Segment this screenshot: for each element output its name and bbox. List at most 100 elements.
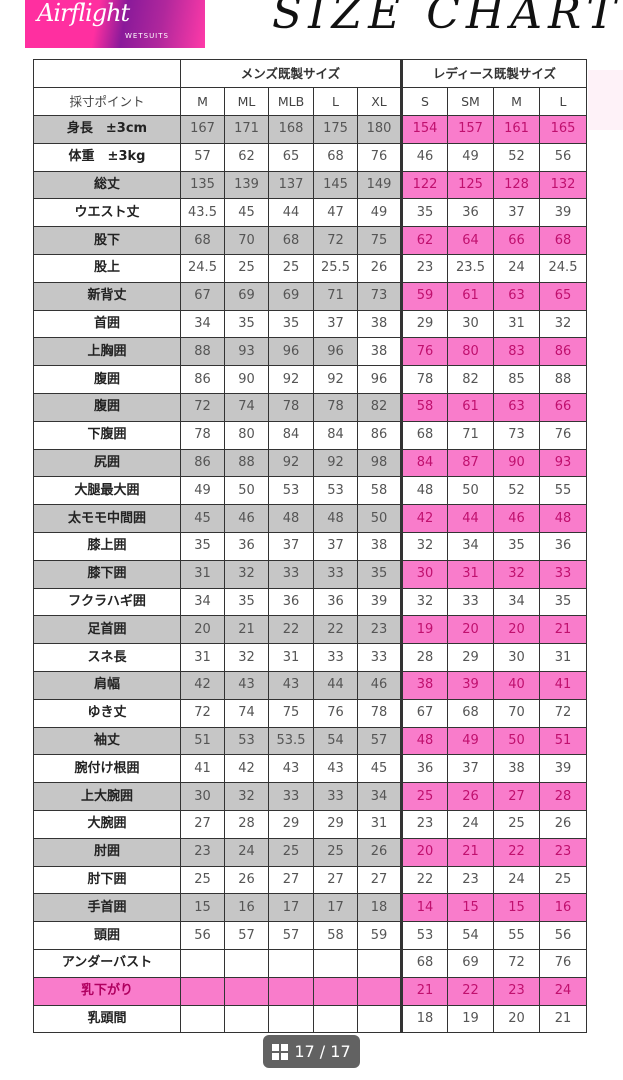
mens-value-cell: 84 (268, 420, 314, 450)
table-row: 身長 ±3cm 167 171 168 175 180 154 157 161 165 (33, 115, 587, 144)
mens-value-cell: 84 (313, 420, 358, 450)
ladies-value-cell: 87 (447, 448, 494, 478)
mens-value-cell: 78 (313, 392, 358, 422)
mens-value-cell: 74 (224, 698, 269, 728)
row-label: 袖丈 (33, 726, 181, 756)
ladies-value-cell: 41 (539, 670, 587, 700)
mens-value-cell: 53 (268, 476, 314, 506)
mens-value-cell: 57 (268, 921, 314, 950)
ladies-value-cell: 39 (539, 754, 587, 784)
ladies-value-cell: 28 (400, 643, 448, 672)
mens-size-header: MLB (268, 87, 314, 116)
ladies-value-cell: 59 (400, 281, 448, 311)
row-label: 大腿最大囲 (33, 476, 181, 506)
mens-value-cell: 22 (268, 615, 314, 645)
ladies-value-cell: 37 (493, 198, 540, 228)
ladies-value-cell: 23 (447, 865, 494, 895)
mens-size-header: ML (224, 87, 269, 116)
ladies-value-cell: 48 (400, 476, 448, 506)
mens-value-cell: 37 (268, 531, 314, 561)
mens-value-cell: 53.5 (268, 726, 314, 756)
mens-value-cell: 65 (268, 142, 314, 172)
ladies-value-cell: 82 (447, 365, 494, 394)
mens-value-cell: 62 (224, 142, 269, 172)
row-label: 腹囲 (33, 365, 181, 394)
mens-value-cell: 68 (268, 226, 314, 255)
ladies-value-cell: 125 (447, 170, 494, 200)
mens-value-cell: 168 (268, 115, 314, 144)
row-label: 上胸囲 (33, 337, 181, 367)
ladies-value-cell: 31 (539, 643, 587, 672)
mens-value-cell: 35 (224, 309, 269, 339)
mens-value-cell: 54 (313, 726, 358, 756)
row-label: 膝上囲 (33, 531, 181, 561)
mens-value-cell: 25 (268, 837, 314, 867)
ladies-value-cell: 51 (539, 726, 587, 756)
ladies-value-cell: 49 (447, 142, 494, 172)
mens-value-cell: 17 (268, 893, 314, 923)
row-label: 膝下囲 (33, 559, 181, 589)
mens-value-cell: 139 (224, 170, 269, 200)
ladies-value-cell: 29 (447, 643, 494, 672)
ladies-value-cell: 128 (493, 170, 540, 200)
ladies-value-cell: 44 (447, 504, 494, 533)
mens-value-cell: 70 (224, 226, 269, 255)
mens-value-cell (268, 976, 314, 1006)
ladies-value-cell: 46 (400, 142, 448, 172)
mens-value-cell: 32 (224, 643, 269, 672)
ladies-value-cell: 30 (400, 559, 448, 589)
mens-size-header: M (180, 87, 225, 116)
ladies-size-header: S (400, 87, 448, 116)
mens-value-cell: 72 (313, 226, 358, 255)
mens-value-cell: 46 (357, 670, 402, 700)
ladies-value-cell: 36 (400, 754, 448, 784)
table-row: 下腹囲 78 80 84 84 86 68 71 73 76 (33, 420, 587, 450)
mens-value-cell: 33 (313, 782, 358, 811)
ladies-value-cell: 88 (539, 365, 587, 394)
ladies-value-cell: 25 (493, 809, 540, 839)
mens-value-cell: 78 (268, 392, 314, 422)
ladies-value-cell: 154 (400, 115, 448, 144)
mens-value-cell: 57 (224, 921, 269, 950)
mens-value-cell: 71 (313, 281, 358, 311)
ladies-value-cell: 76 (539, 420, 587, 450)
mens-value-cell: 45 (357, 754, 402, 784)
ladies-value-cell: 66 (539, 392, 587, 422)
ladies-value-cell: 85 (493, 365, 540, 394)
mens-value-cell: 33 (313, 559, 358, 589)
mens-value-cell: 50 (357, 504, 402, 533)
ladies-value-cell: 84 (400, 448, 448, 478)
mens-value-cell: 56 (180, 921, 225, 950)
row-label: スネ長 (33, 643, 181, 672)
mens-value-cell: 51 (180, 726, 225, 756)
mens-value-cell: 29 (268, 809, 314, 839)
mens-value-cell (180, 1004, 225, 1034)
ladies-size-header: SM (447, 87, 494, 116)
ladies-value-cell: 83 (493, 337, 540, 367)
ladies-value-cell: 22 (400, 865, 448, 895)
image-counter-badge[interactable]: 17 / 17 (263, 1035, 360, 1068)
mens-value-cell: 149 (357, 170, 402, 200)
ladies-value-cell: 24.5 (539, 253, 587, 283)
table-row: 腹囲 72 74 78 78 82 58 61 63 66 (33, 392, 587, 422)
mens-size-header: L (313, 87, 358, 116)
ladies-value-cell: 20 (447, 615, 494, 645)
mens-value-cell: 31 (357, 809, 402, 839)
mens-value-cell: 86 (180, 448, 225, 478)
mens-value-cell: 44 (268, 198, 314, 228)
table-row: 膝上囲 35 36 37 37 38 32 34 35 36 (33, 531, 587, 561)
corner-cell (33, 59, 181, 88)
ladies-value-cell: 50 (447, 476, 494, 506)
ladies-value-cell: 27 (493, 782, 540, 811)
mens-value-cell: 59 (357, 921, 402, 950)
mens-value-cell: 23 (357, 615, 402, 645)
mens-value-cell: 46 (224, 504, 269, 533)
mens-value-cell: 137 (268, 170, 314, 200)
ladies-value-cell: 35 (493, 531, 540, 561)
ladies-value-cell: 72 (493, 948, 540, 978)
table-row: 乳頭間 18 19 20 21 (33, 1004, 587, 1034)
mens-value-cell: 68 (313, 142, 358, 172)
row-label: 股上 (33, 253, 181, 283)
mens-value-cell: 38 (357, 531, 402, 561)
ladies-value-cell: 69 (447, 948, 494, 978)
